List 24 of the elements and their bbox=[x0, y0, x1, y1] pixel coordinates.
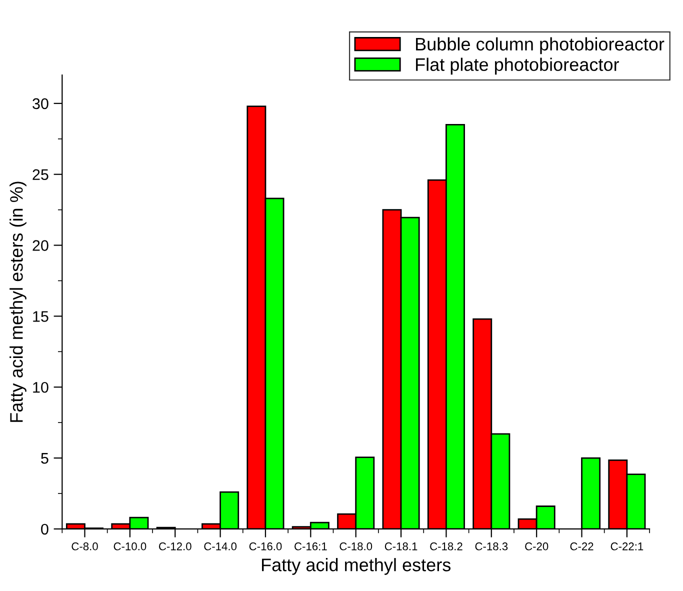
y-tick-label: 30 bbox=[32, 98, 48, 110]
x-tick-label: C-16:1 bbox=[294, 542, 327, 550]
x-tick-label: C-12.0 bbox=[159, 542, 192, 550]
x-tick-label: C-22 bbox=[570, 542, 594, 550]
x-tick-label: C-22:1 bbox=[610, 542, 644, 550]
x-axis-title: Fatty acid methyl esters bbox=[262, 558, 451, 575]
y-axis-title: Fatty acid methyl esters (in %) bbox=[10, 182, 26, 422]
x-tick-label: C-20 bbox=[525, 542, 548, 550]
y-tick-label: 0 bbox=[41, 524, 48, 535]
x-tick-label: C-14.0 bbox=[204, 542, 237, 550]
x-tick-label: C-8.0 bbox=[72, 542, 98, 550]
y-tick-label: 15 bbox=[33, 311, 48, 322]
y-tick-label: 5 bbox=[41, 453, 48, 464]
x-tick-label: C-18.1 bbox=[384, 542, 418, 550]
x-tick-label: C-16.0 bbox=[249, 542, 282, 550]
legend-label: Bubble column photobioreactor bbox=[416, 37, 664, 54]
x-tick-label: C-18.3 bbox=[475, 542, 508, 550]
legend-label: Flat plate photobioreactor bbox=[416, 58, 619, 75]
x-tick-label: C-10.0 bbox=[114, 542, 146, 550]
y-tick-label: 20 bbox=[32, 240, 48, 251]
y-tick-label: 25 bbox=[32, 169, 48, 180]
x-tick-label: C-18.2 bbox=[430, 542, 462, 550]
y-tick-label: 10 bbox=[33, 382, 48, 393]
x-tick-label: C-18.0 bbox=[340, 542, 372, 550]
